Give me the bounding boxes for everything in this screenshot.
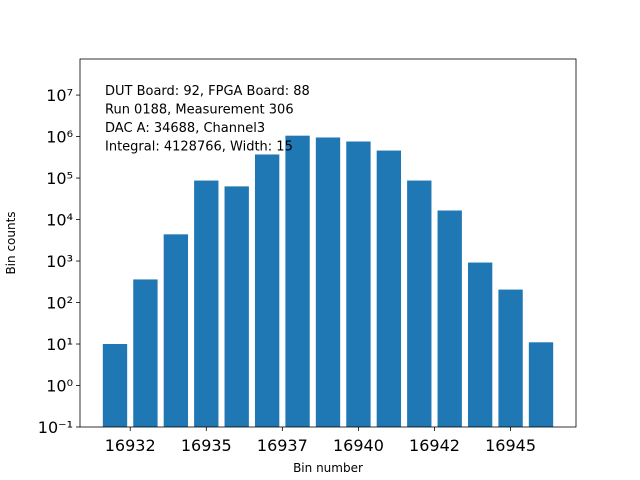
plot-frame [79,58,577,428]
annotation: Run 0188, Measurement 306 [105,103,294,118]
y-tick-label: 10² [46,294,73,313]
bar [437,210,462,427]
x-tick-label: 16937 [257,436,308,455]
annotation: Integral: 4128766, Width: 15 [105,140,293,155]
y-tick-label: 10⁴ [46,211,73,230]
bar [407,180,432,427]
y-tick-label: 10⁶ [46,128,73,147]
bar [315,137,341,427]
bar [285,135,310,427]
x-tick-label: 16945 [485,436,536,455]
bar [133,279,158,427]
y-tick-label: 10⁰ [46,377,73,396]
annotation: DAC A: 34688, Channel3 [105,121,265,136]
y-tick-label: 10⁵ [46,169,73,188]
x-tick-label: 16942 [409,436,460,455]
bar [254,154,280,428]
y-tick-label: 10³ [46,252,73,271]
x-axis-label: Bin number [293,461,363,475]
x-tick-label: 16935 [181,436,232,455]
bar [467,262,493,427]
bar [102,344,128,427]
bar [163,234,189,427]
bar [346,141,371,427]
bar [224,186,249,427]
x-tick-label: 16940 [333,436,384,455]
annotation: DUT Board: 92, FPGA Board: 88 [105,84,310,99]
y-tick-label: 10⁷ [46,86,73,105]
bar [194,180,219,427]
y-tick-label: 10¹ [46,335,73,354]
x-tick-label: 16932 [105,436,156,455]
y-axis-label: Bin counts [4,211,18,274]
y-tick-label: 10⁻¹ [38,418,73,437]
bar [498,289,523,427]
bar [376,150,402,427]
bar [528,342,554,427]
